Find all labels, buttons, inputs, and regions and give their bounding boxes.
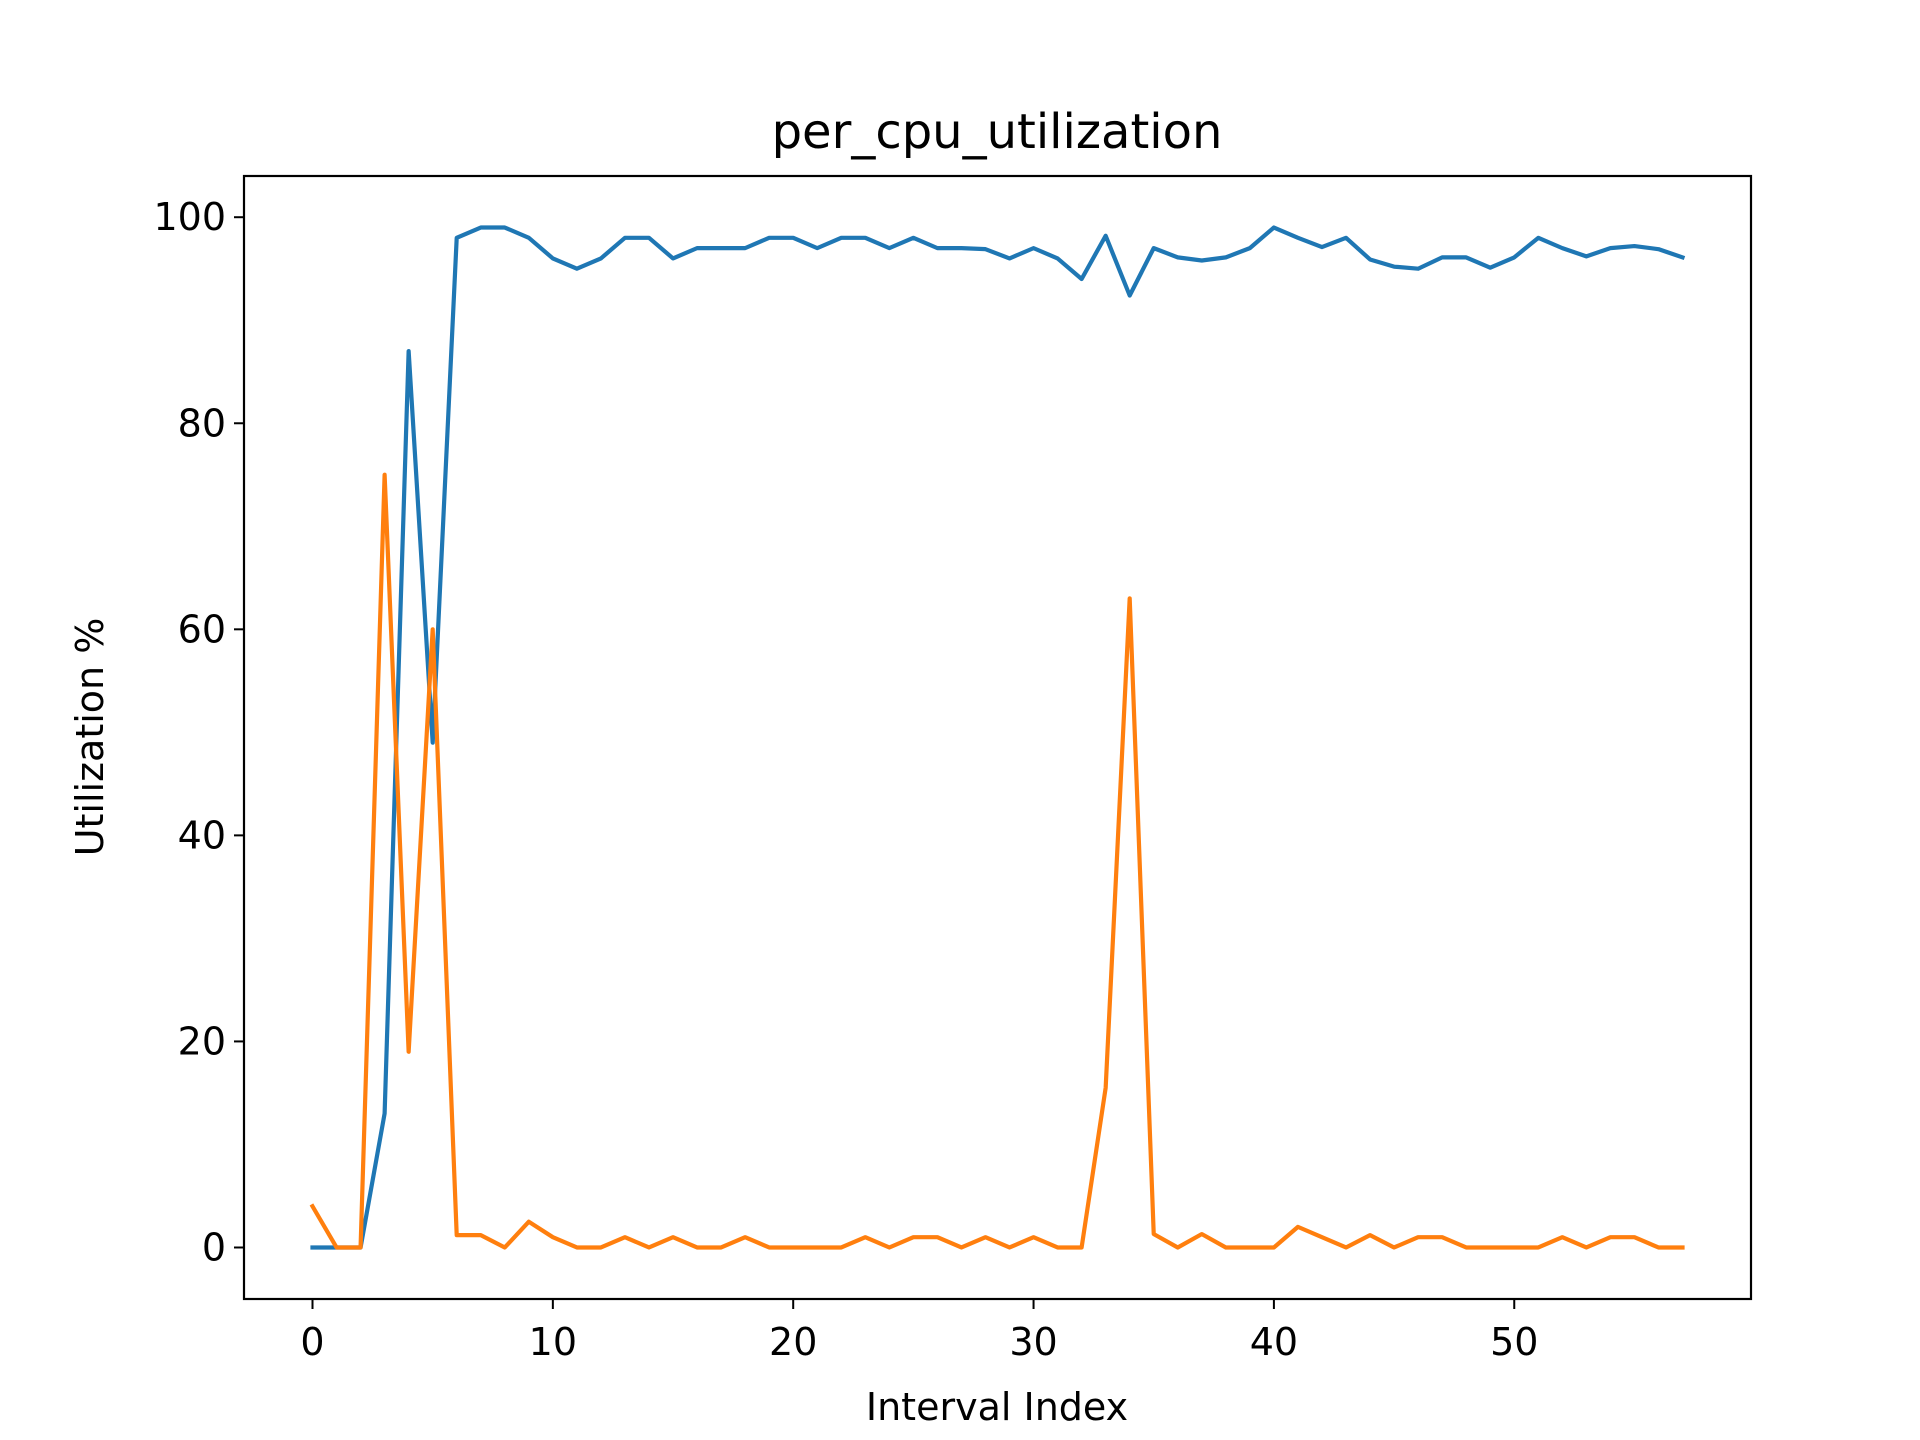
y-tick-label: 0 bbox=[202, 1225, 226, 1269]
x-tick-label: 40 bbox=[1250, 1320, 1298, 1364]
x-axis-label: Interval Index bbox=[866, 1385, 1128, 1429]
x-tick-label: 30 bbox=[1009, 1320, 1057, 1364]
y-tick-label: 40 bbox=[178, 813, 226, 857]
axis-layer: 0 10 20 30 40 50 0 20 40 60 80 100 bbox=[153, 195, 1538, 1364]
y-tick-label: 60 bbox=[178, 607, 226, 651]
y-tick-label: 100 bbox=[153, 195, 226, 239]
series-layer bbox=[309, 225, 1686, 1250]
x-tick-label: 20 bbox=[769, 1320, 817, 1364]
series-line-1 bbox=[310, 225, 1686, 1250]
x-tick-label: 10 bbox=[529, 1320, 577, 1364]
x-tick-label: 50 bbox=[1490, 1320, 1538, 1364]
chart-title: per_cpu_utilization bbox=[772, 104, 1223, 160]
y-tick-label: 20 bbox=[178, 1019, 226, 1063]
plot-frame bbox=[242, 174, 1753, 1301]
y-axis-label: Utilization % bbox=[68, 618, 112, 857]
series-line-2 bbox=[309, 472, 1685, 1250]
x-tick-label: 0 bbox=[300, 1320, 324, 1364]
y-tick-label: 80 bbox=[178, 401, 226, 445]
